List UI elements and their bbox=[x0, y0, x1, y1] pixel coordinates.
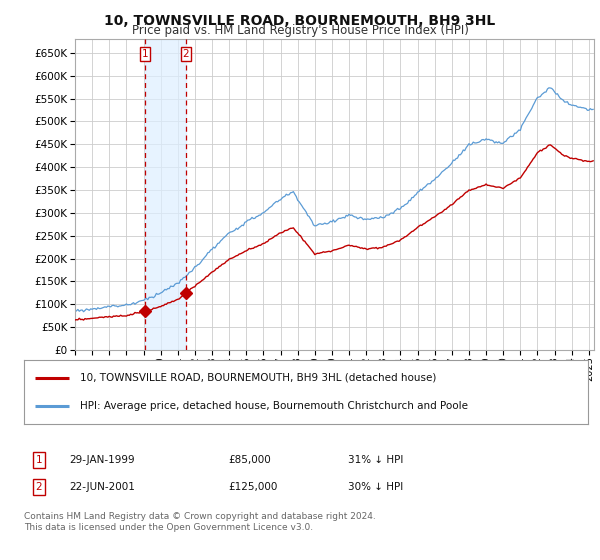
Text: £125,000: £125,000 bbox=[228, 482, 277, 492]
Text: £85,000: £85,000 bbox=[228, 455, 271, 465]
Text: 29-JAN-1999: 29-JAN-1999 bbox=[69, 455, 134, 465]
Text: 31% ↓ HPI: 31% ↓ HPI bbox=[348, 455, 403, 465]
Text: 10, TOWNSVILLE ROAD, BOURNEMOUTH, BH9 3HL: 10, TOWNSVILLE ROAD, BOURNEMOUTH, BH9 3H… bbox=[104, 14, 496, 28]
Text: HPI: Average price, detached house, Bournemouth Christchurch and Poole: HPI: Average price, detached house, Bour… bbox=[80, 401, 469, 411]
Text: 22-JUN-2001: 22-JUN-2001 bbox=[69, 482, 135, 492]
Text: Price paid vs. HM Land Registry's House Price Index (HPI): Price paid vs. HM Land Registry's House … bbox=[131, 24, 469, 37]
Text: 30% ↓ HPI: 30% ↓ HPI bbox=[348, 482, 403, 492]
Text: 1: 1 bbox=[142, 49, 148, 59]
Text: 10, TOWNSVILLE ROAD, BOURNEMOUTH, BH9 3HL (detached house): 10, TOWNSVILLE ROAD, BOURNEMOUTH, BH9 3H… bbox=[80, 372, 437, 382]
Text: 2: 2 bbox=[182, 49, 189, 59]
Bar bbox=[145, 39, 186, 350]
Text: 1: 1 bbox=[35, 455, 43, 465]
Text: Contains HM Land Registry data © Crown copyright and database right 2024.
This d: Contains HM Land Registry data © Crown c… bbox=[24, 512, 376, 532]
Text: 2: 2 bbox=[35, 482, 43, 492]
